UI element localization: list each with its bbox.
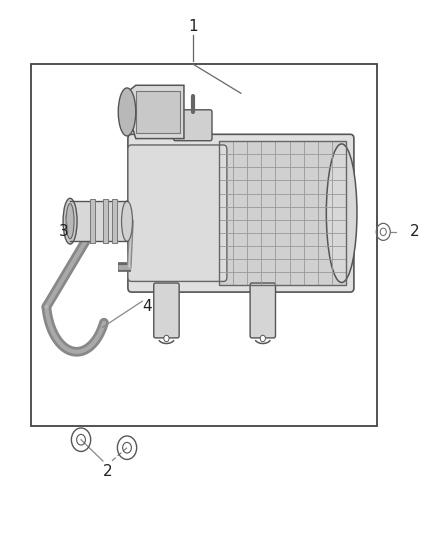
FancyBboxPatch shape <box>154 283 179 338</box>
Bar <box>112 199 117 243</box>
Text: 1: 1 <box>188 19 198 34</box>
Ellipse shape <box>118 88 136 136</box>
FancyBboxPatch shape <box>173 110 212 141</box>
FancyBboxPatch shape <box>250 283 276 338</box>
Ellipse shape <box>326 144 357 282</box>
Ellipse shape <box>122 201 132 241</box>
Bar <box>31 64 377 426</box>
Text: 2: 2 <box>410 224 419 239</box>
Polygon shape <box>123 85 184 139</box>
Bar <box>219 141 346 285</box>
Text: 4: 4 <box>142 299 152 314</box>
Bar <box>136 91 180 133</box>
Circle shape <box>260 335 265 342</box>
Text: 3: 3 <box>59 224 68 239</box>
Bar <box>103 199 108 243</box>
Bar <box>90 199 95 243</box>
Bar <box>70 201 127 241</box>
Bar <box>219 141 346 285</box>
Ellipse shape <box>63 198 77 244</box>
FancyBboxPatch shape <box>128 134 354 292</box>
Text: 2: 2 <box>102 464 112 479</box>
FancyBboxPatch shape <box>128 145 227 281</box>
Circle shape <box>164 335 169 342</box>
Ellipse shape <box>66 204 74 239</box>
